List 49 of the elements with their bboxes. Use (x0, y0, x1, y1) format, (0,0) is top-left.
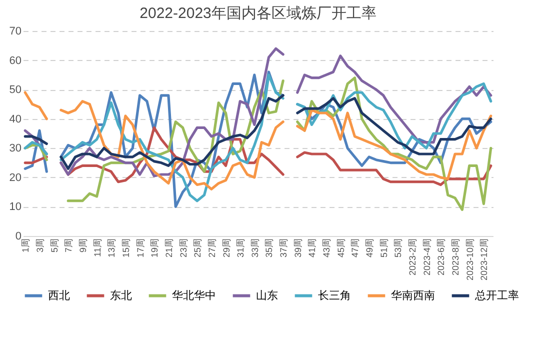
x-tick-label: 25周 (192, 238, 203, 258)
legend-label: 长三角 (318, 288, 351, 302)
x-tick-label: 3周 (34, 238, 45, 253)
x-tick-label: 41周 (307, 238, 318, 258)
x-tick-label: 7周 (64, 238, 74, 253)
x-tick-label: 49周 (364, 238, 375, 258)
x-tick-label: 1周 (20, 238, 31, 253)
y-tick-label: 0 (15, 230, 22, 242)
x-tick-label: 45周 (336, 238, 346, 258)
x-tick-label: 17周 (135, 238, 146, 258)
x-tick-label: 53周 (393, 238, 404, 258)
x-tick-label: 11周 (92, 238, 102, 257)
x-tick-label: 33周 (250, 238, 260, 258)
x-tick-label: 37周 (278, 238, 289, 258)
y-tick-label: 20 (9, 172, 22, 184)
y-tick-label: 70 (9, 26, 22, 38)
x-tick-label: 47周 (350, 238, 360, 258)
legend-label: 西北 (48, 288, 70, 302)
x-tick-label: 51周 (378, 238, 389, 258)
legend-label: 山东 (256, 288, 278, 302)
x-tick-label: 2023-4周 (422, 238, 432, 276)
x-tick-label: 31周 (236, 238, 246, 258)
x-tick-label: 13周 (106, 238, 117, 258)
y-tick-label: 30 (9, 142, 22, 155)
x-tick-label: 19周 (150, 238, 160, 258)
y-tick-label: 10 (9, 201, 22, 214)
x-tick-label: 2023-2周 (408, 238, 418, 276)
chart-title: 2022-2023年国内各区域炼厂开工率 (140, 5, 376, 22)
x-tick-label: 43周 (322, 238, 332, 258)
legend-label: 华南西南 (391, 288, 435, 302)
legend-label: 东北 (110, 288, 132, 302)
x-tick-label: 29周 (221, 238, 232, 258)
x-tick-label: 2023-12周 (479, 238, 490, 281)
x-tick-label: 23周 (178, 238, 188, 258)
x-tick-label: 9周 (78, 238, 88, 253)
legend-label: 华北华中 (172, 288, 216, 302)
x-tick-label: 35周 (264, 238, 274, 258)
x-tick-label: 39周 (292, 238, 303, 258)
y-tick-label: 60 (9, 54, 22, 67)
x-tick-label: 2023-6周 (436, 238, 446, 276)
y-tick-label: 50 (9, 84, 22, 96)
x-tick-label: 27周 (206, 238, 217, 258)
y-tick-label: 40 (9, 113, 22, 126)
x-tick-label: 21周 (164, 238, 174, 258)
x-tick-label: 15周 (120, 238, 131, 258)
x-tick-label: 5周 (49, 238, 60, 253)
x-tick-label: 2023-10周 (464, 238, 475, 281)
legend-label: 总开工率 (474, 288, 519, 302)
x-tick-label: 2023-8周 (450, 238, 461, 276)
